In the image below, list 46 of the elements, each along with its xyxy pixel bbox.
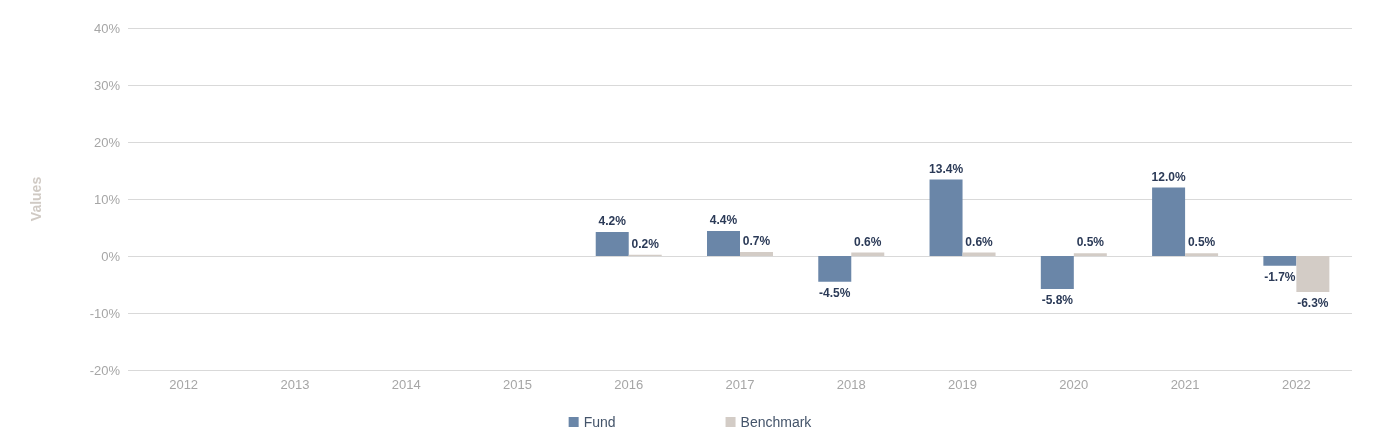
bar (1296, 256, 1330, 292)
bar (740, 252, 773, 256)
data-label: 4.2% (598, 214, 627, 229)
bar (1185, 253, 1219, 256)
x-tick-label: 2022 (1281, 377, 1311, 392)
bar (929, 179, 963, 256)
data-label: -1.7% (1264, 269, 1296, 284)
data-label: 4.4% (709, 212, 738, 227)
data-label: 0.7% (742, 234, 771, 249)
data-label: 12.0% (1151, 169, 1186, 184)
data-label: 0.6% (965, 234, 994, 249)
y-tick-label: 30% (93, 77, 121, 93)
bar (1152, 187, 1186, 256)
y-tick-label: 0% (101, 248, 121, 264)
data-label: 0.5% (1187, 235, 1216, 250)
legend-label: Fund (583, 414, 616, 430)
bar (1263, 256, 1297, 266)
bar (818, 256, 852, 282)
data-label: -5.8% (1041, 293, 1074, 308)
x-tick-label: 2016 (614, 377, 644, 392)
x-tick-label: 2021 (1170, 377, 1200, 392)
y-tick-label: -20% (89, 362, 121, 378)
x-tick-label: 2014 (391, 377, 421, 392)
y-tick-label: 10% (93, 191, 121, 207)
y-tick-label: -10% (89, 305, 121, 321)
y-tick-label: 40% (93, 20, 121, 36)
legend-label: Benchmark (740, 414, 813, 430)
data-label: 0.2% (631, 236, 660, 251)
x-tick-label: 2017 (725, 377, 755, 392)
x-tick-label: 2020 (1059, 377, 1089, 392)
bar (595, 232, 629, 256)
data-label: 0.5% (1076, 235, 1105, 250)
bar (1073, 253, 1107, 256)
x-tick-label: 2013 (280, 377, 310, 392)
x-tick-label: 2019 (948, 377, 978, 392)
y-axis-title: Values (28, 176, 44, 222)
data-label: -4.5% (819, 285, 851, 300)
x-tick-label: 2018 (836, 377, 866, 392)
x-tick-label: 2015 (502, 377, 532, 392)
bar (1040, 256, 1074, 290)
data-label: 13.4% (929, 161, 964, 176)
x-tick-label: 2012 (169, 377, 199, 392)
y-tick-label: 20% (93, 134, 121, 150)
data-label: -6.3% (1297, 295, 1329, 310)
bar (707, 230, 740, 256)
data-label: 0.6% (854, 234, 882, 249)
